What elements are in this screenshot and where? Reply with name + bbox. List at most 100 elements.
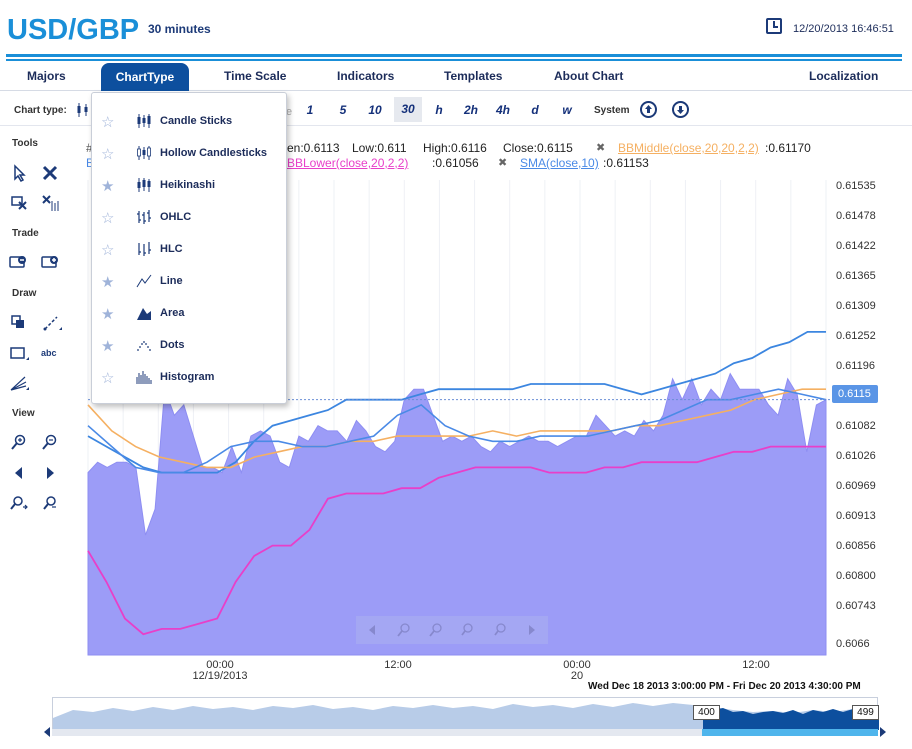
x-tick-sub: 12/19/2013: [192, 670, 248, 682]
nav-pan-right-icon[interactable]: [492, 622, 508, 638]
charttype-option-area[interactable]: ★ Area: [92, 297, 286, 329]
favorite-star-icon[interactable]: ☆: [101, 242, 115, 259]
y-tick: 0.61478: [836, 210, 876, 222]
period-w[interactable]: w: [562, 103, 572, 117]
legend-hash: #: [86, 141, 93, 155]
rectangle-icon[interactable]: [9, 343, 29, 363]
scroll-left-icon[interactable]: [9, 463, 29, 483]
menu-templates[interactable]: Templates: [444, 69, 503, 83]
legend-bblower[interactable]: BBLower(close,20,2,2): [287, 156, 409, 170]
zoom-out-icon[interactable]: [40, 433, 60, 453]
pointer-icon[interactable]: [10, 163, 30, 183]
charttype-option-line[interactable]: ★ Line: [92, 265, 286, 297]
scroller-right-handle[interactable]: 499: [852, 705, 879, 720]
favorite-star-icon[interactable]: ☆: [101, 114, 115, 131]
charttype-option-candle-sticks[interactable]: ☆ Candle Sticks: [92, 105, 286, 137]
nav-right-icon[interactable]: [524, 622, 540, 638]
menu-about-chart[interactable]: About Chart: [554, 69, 624, 83]
copy-shape-icon[interactable]: [9, 313, 29, 333]
bb-upper-line: [87, 331, 826, 474]
scrollbar-track[interactable]: [52, 729, 878, 736]
scroll-left-arrow-icon[interactable]: [44, 727, 50, 737]
y-tick: 0.60969: [836, 480, 876, 492]
legend-sma-value: :0.61153: [603, 156, 649, 170]
scroller-left-handle[interactable]: 400: [693, 705, 720, 720]
charttype-option-dots[interactable]: ★ Dots: [92, 329, 286, 361]
fan-lines-icon[interactable]: [9, 373, 29, 393]
period-2h[interactable]: 2h: [463, 103, 478, 117]
charttype-option-label: OHLC: [160, 211, 192, 223]
menu-time-scale[interactable]: Time Scale: [224, 69, 287, 83]
charttype-option-label: Line: [160, 275, 183, 287]
menu-indicators[interactable]: Indicators: [337, 69, 395, 83]
y-tick: 0.6066: [836, 638, 870, 650]
zoom-in-icon[interactable]: [9, 433, 29, 453]
sma-line: [87, 388, 827, 474]
nav-left-icon[interactable]: [364, 622, 380, 638]
nav-zoom-in-icon[interactable]: [396, 622, 412, 638]
charttype-option-histogram[interactable]: ☆ Histogram: [92, 361, 286, 393]
pan-left-icon[interactable]: [9, 493, 29, 513]
favorite-star-filled-icon[interactable]: ★: [101, 274, 115, 291]
legend-partial-b: B: [86, 156, 95, 170]
candlestick-icon: [137, 114, 151, 128]
sell-order-icon[interactable]: [8, 252, 28, 272]
period-30[interactable]: 30: [394, 97, 422, 122]
period-10[interactable]: 10: [368, 103, 382, 117]
favorite-star-filled-icon[interactable]: ★: [101, 306, 115, 323]
menu-bar: Majors ChartType Time Scale Indicators T…: [0, 63, 912, 91]
hollow-candle-icon: [137, 146, 151, 160]
remove-sma-icon[interactable]: ✖: [498, 157, 508, 169]
header-divider-secondary: [6, 59, 902, 61]
favorite-star-icon[interactable]: ☆: [101, 370, 115, 387]
charttype-option-ohlc[interactable]: ☆ OHLC: [92, 201, 286, 233]
menu-charttype[interactable]: ChartType: [101, 63, 189, 91]
favorite-star-icon[interactable]: ☆: [101, 210, 115, 227]
download-icon[interactable]: [672, 101, 689, 118]
charttype-option-hlc[interactable]: ☆ HLC: [92, 233, 286, 265]
favorite-star-filled-icon[interactable]: ★: [101, 338, 115, 355]
charttype-option-label: Candle Sticks: [160, 115, 233, 127]
favorite-star-filled-icon[interactable]: ★: [101, 178, 115, 195]
period-5[interactable]: 5: [339, 103, 347, 117]
delete-icon[interactable]: [40, 163, 60, 183]
legend-sma[interactable]: SMA(close,10): [520, 156, 599, 170]
nav-zoom-out-icon[interactable]: [428, 622, 444, 638]
legend-bbmiddle-value: :0.61170: [765, 141, 811, 155]
legend-bblower-value: :0.61056: [432, 156, 479, 170]
nav-pan-left-icon[interactable]: [460, 622, 476, 638]
period-4h[interactable]: 4h: [495, 103, 510, 117]
period-h[interactable]: h: [435, 103, 443, 117]
legend-low: Low:0.611: [352, 141, 407, 155]
current-price-tag: 0.6115: [832, 385, 878, 403]
scroll-right-icon[interactable]: [40, 463, 60, 483]
candlestick-icon[interactable]: [76, 102, 90, 118]
text-tool-icon[interactable]: abc: [41, 348, 57, 358]
charttype-option-hollow-candlesticks[interactable]: ☆ Hollow Candlesticks: [92, 137, 286, 169]
y-tick: 0.61535: [836, 180, 876, 192]
menu-localization[interactable]: Localization: [809, 69, 879, 83]
legend-bbmiddle[interactable]: BBMiddle(close,20,20,2,2): [618, 141, 759, 155]
scrollbar-thumb[interactable]: [702, 729, 878, 736]
overview-scroller[interactable]: 400 499: [52, 697, 879, 730]
upload-icon[interactable]: [640, 101, 657, 118]
period-d[interactable]: d: [531, 103, 539, 117]
charttype-option-heikinashi[interactable]: ★ Heikinashi: [92, 169, 286, 201]
charttype-option-label: Dots: [160, 339, 185, 351]
buy-order-icon[interactable]: [40, 252, 60, 272]
bb-lower-line: [87, 445, 826, 636]
remove-bbmiddle-icon[interactable]: ✖: [596, 142, 606, 154]
delete-all-icon[interactable]: [40, 193, 60, 213]
tools-section-title: Tools: [12, 138, 38, 149]
toolbar-partial-text: e: [286, 106, 293, 118]
select-delete-icon[interactable]: [10, 193, 30, 213]
menu-majors[interactable]: Majors: [27, 69, 66, 83]
pan-right-icon[interactable]: [40, 493, 60, 513]
bb-middle-line: [87, 388, 826, 469]
scroll-right-arrow-icon[interactable]: [880, 727, 886, 737]
favorite-star-icon[interactable]: ☆: [101, 146, 115, 163]
period-1[interactable]: 1: [306, 103, 314, 117]
trendline-icon[interactable]: [42, 313, 62, 333]
